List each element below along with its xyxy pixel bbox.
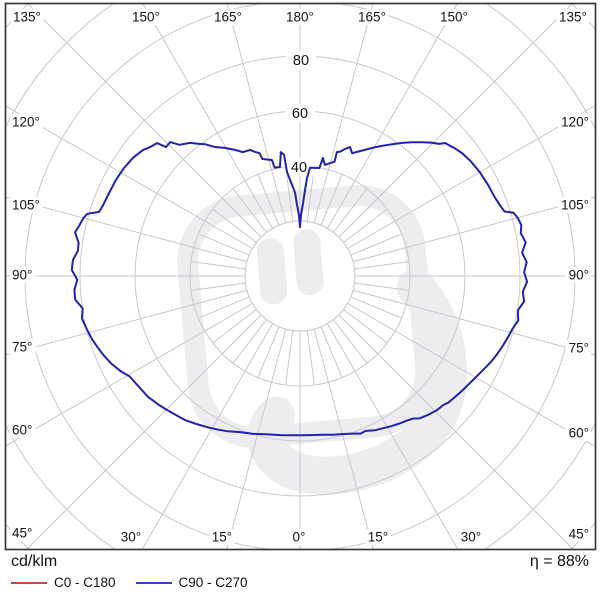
gamma-axis-label: 45° <box>12 526 32 541</box>
photometric-polar-chart: 135° 150° 165° 180° 165° 150° 135° 30° 15° 0° 15° 3… <box>4 2 597 551</box>
plot-area <box>6 4 595 549</box>
legend-label-c90-c270: C90 - C270 <box>178 575 248 590</box>
legend-item-c90-c270: C90 - C270 <box>135 575 248 590</box>
gamma-axis-label: 165° <box>358 10 386 25</box>
gamma-axis-label: 0° <box>293 530 306 545</box>
efficiency-label: η = 88% <box>529 553 589 570</box>
gamma-axis-label: 105° <box>561 198 589 213</box>
radial-axis-labels: 40 60 80 <box>284 51 316 176</box>
gamma-axis-label: 15° <box>212 530 232 545</box>
units-label: cd/klm <box>11 553 58 570</box>
gamma-axis-label: 60° <box>12 423 32 438</box>
gamma-axis-label: 150° <box>132 10 160 25</box>
radial-axis-label: 40 <box>291 160 307 176</box>
legend-item-c0-c180: C0 - C180 <box>11 575 116 590</box>
gamma-axis-label: 180° <box>286 10 314 25</box>
gamma-axis-label: 105° <box>12 198 40 213</box>
gamma-axis-label: 90° <box>12 268 32 283</box>
gamma-axis-label: 135° <box>13 10 41 25</box>
gamma-axis-label: 90° <box>569 268 589 283</box>
watermark-logo-icon <box>177 185 467 495</box>
gamma-axis-label: 45° <box>569 527 589 542</box>
gamma-axis-label: 120° <box>12 115 40 130</box>
c90-c270-line-swatch <box>135 581 172 584</box>
gamma-axis-label: 75° <box>569 341 589 356</box>
gamma-axis-label: 60° <box>569 426 589 441</box>
chart-frame <box>4 2 597 551</box>
gamma-axis-label: 30° <box>461 530 481 545</box>
legend-label-c0-c180: C0 - C180 <box>54 575 116 590</box>
gamma-axis-label: 15° <box>368 530 388 545</box>
gamma-axis-label: 30° <box>121 530 141 545</box>
watermark-plug-prongs-icon <box>256 229 324 305</box>
gamma-axis-label: 165° <box>214 10 242 25</box>
gamma-axis-label: 135° <box>559 10 587 25</box>
chart-footer-row: cd/klm η = 88% <box>11 553 589 571</box>
curve-c90-c270 <box>70 141 529 437</box>
c0-c180-line-swatch <box>11 581 47 584</box>
gamma-axis-label: 150° <box>440 10 468 25</box>
gamma-axis-labels: 135° 150° 165° 180° 165° 150° 135° 30° 15° 0° 15° 3… <box>10 9 591 545</box>
legend: C0 - C180 C90 - C270 <box>11 575 248 590</box>
gamma-axis-label: 75° <box>12 340 32 355</box>
radial-axis-label: 60 <box>292 106 308 122</box>
radial-axis-label: 80 <box>293 53 309 69</box>
gamma-axis-label: 120° <box>561 115 589 130</box>
